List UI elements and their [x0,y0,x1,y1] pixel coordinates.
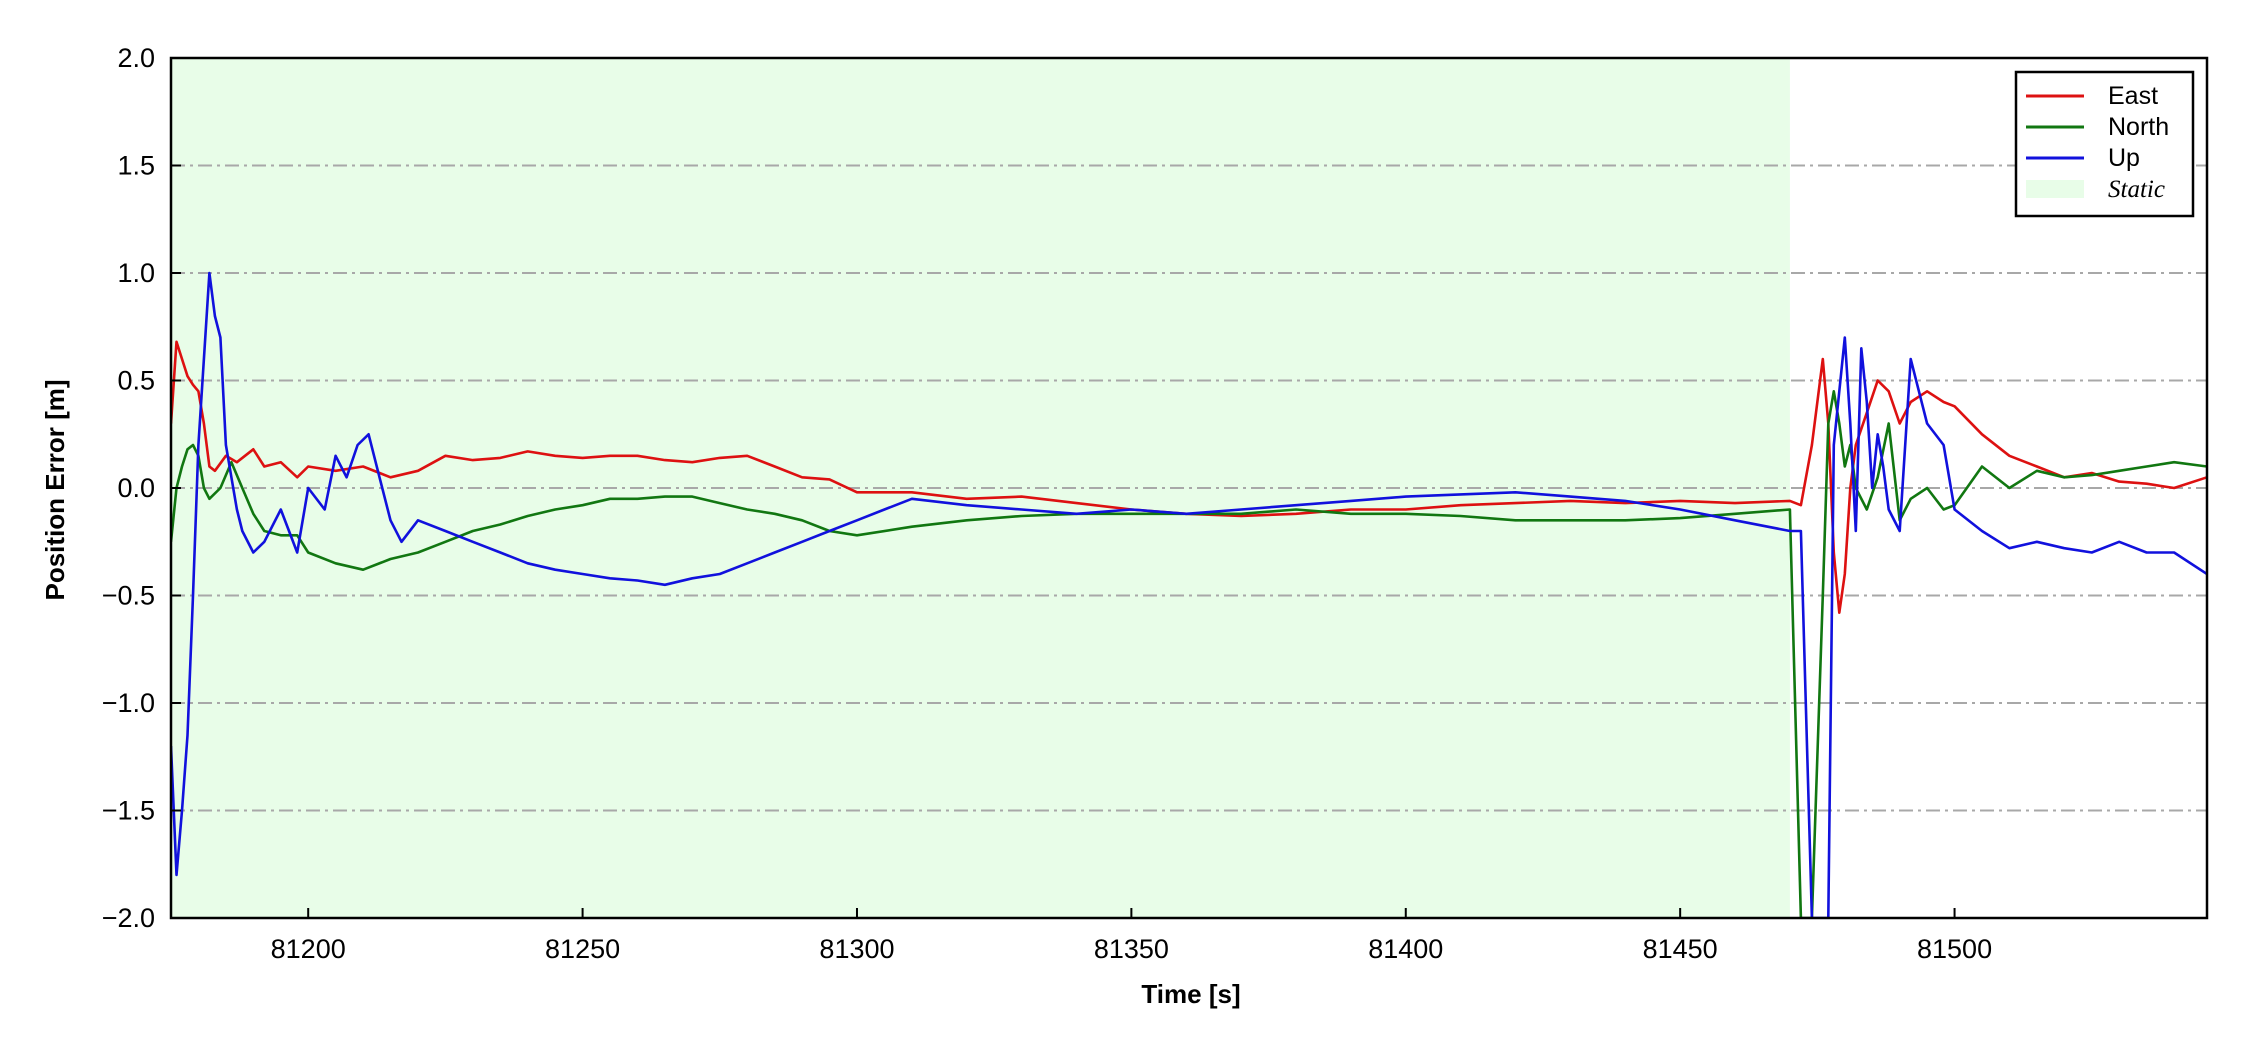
y-tick-label-6: 1.0 [117,258,155,288]
y-tick-label-8: 2.0 [117,43,155,73]
series-lines [171,271,2207,918]
y-tick-label-2: −1.0 [102,688,155,718]
x-tick-label-5: 81450 [1643,934,1718,964]
y-tick-label-4: 0.0 [117,473,155,503]
y-axis-title: Position Error [m] [40,379,70,600]
static-region-0 [171,58,1790,918]
x-tick-label-6: 81500 [1917,934,1992,964]
x-tick-label-3: 81350 [1094,934,1169,964]
x-tick-label-4: 81400 [1368,934,1443,964]
ticks: 81200 81250 81300 81350 81400 81450 81500 −2.0 −… [102,43,1992,964]
shaded-regions [171,58,1790,918]
y-tick-label-3: −0.5 [102,581,155,611]
x-tick-label-1: 81250 [545,934,620,964]
series-line-east [171,340,2207,615]
grid-lines [171,164,2207,812]
legend-label-static: Static [2108,176,2165,203]
y-tick-label-5: 0.5 [117,366,155,396]
legend-label-north: North [2108,113,2169,141]
legend-swatch-static [2026,180,2084,198]
x-tick-label-0: 81200 [271,934,346,964]
legend: East North Up Static [2014,70,2195,218]
legend-label-east: East [2108,82,2158,110]
y-tick-label-7: 1.5 [117,151,155,181]
series-line-up [171,271,2207,918]
x-axis-title: Time [s] [1141,979,1240,1009]
y-tick-label-1: −1.5 [102,796,155,826]
y-tick-label-0: −2.0 [102,903,155,933]
x-tick-label-2: 81300 [819,934,894,964]
legend-label-up: Up [2108,144,2140,172]
